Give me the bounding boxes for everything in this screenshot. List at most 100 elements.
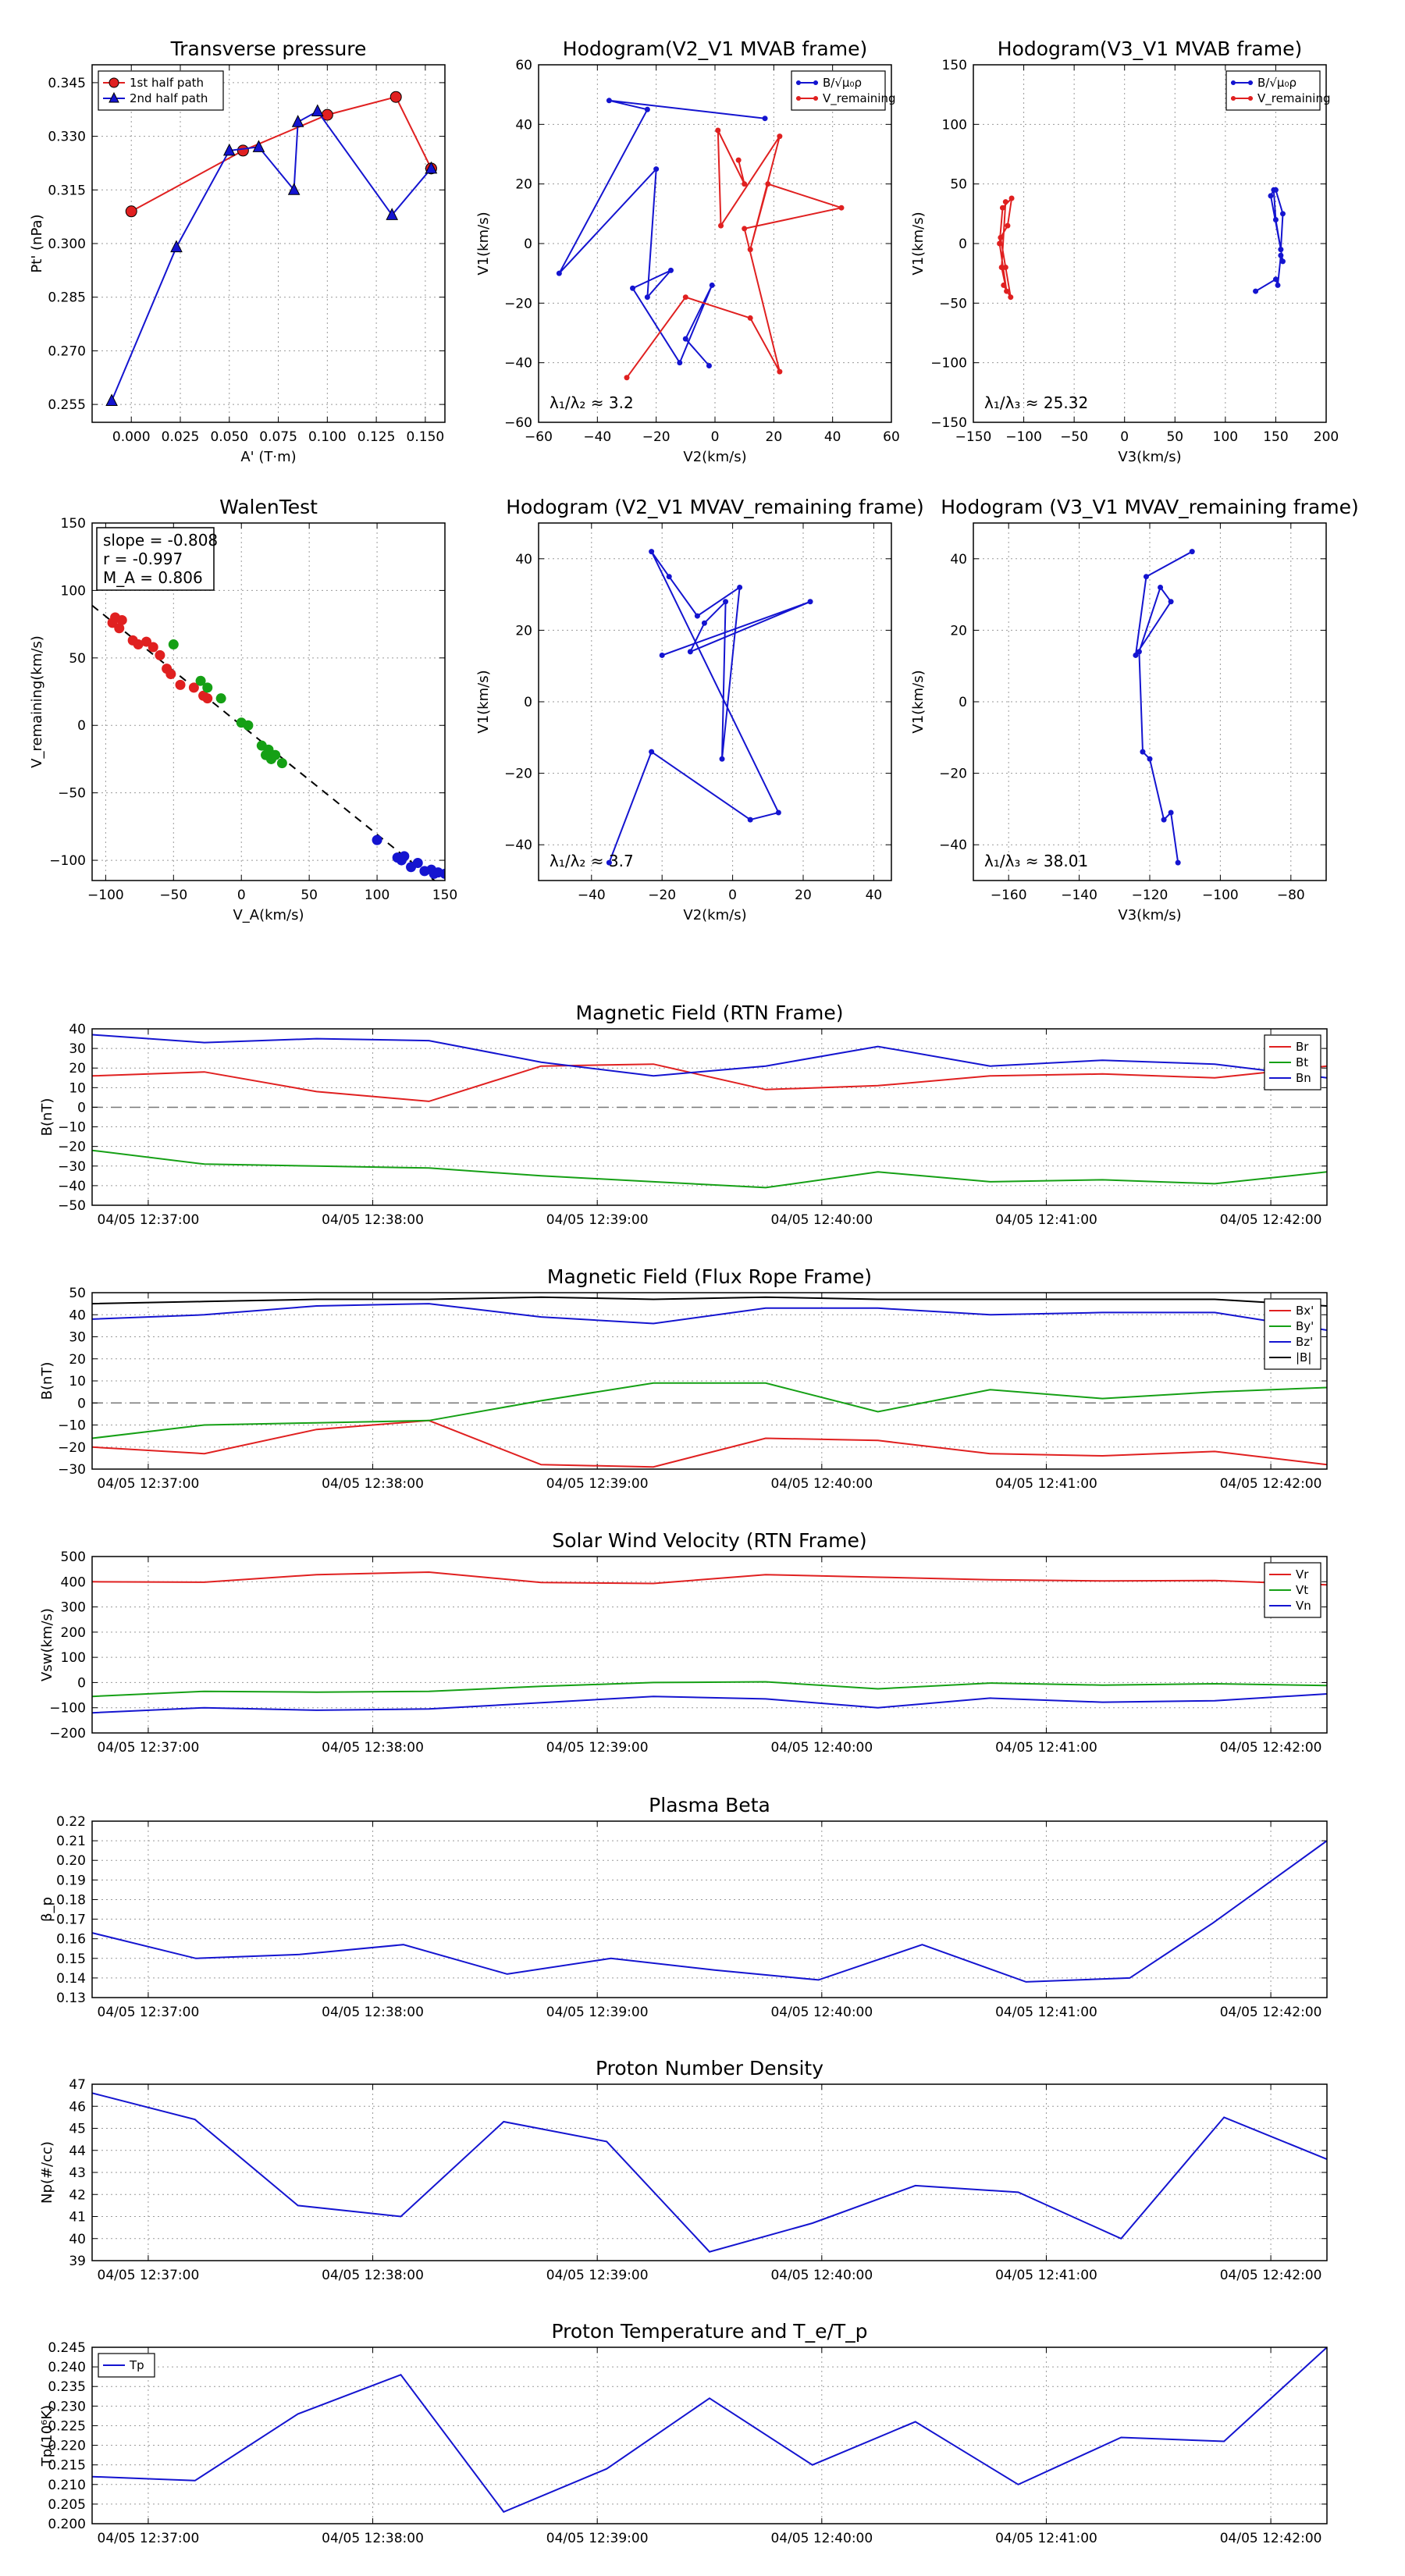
- y-tick-label: 0.230: [48, 2399, 86, 2414]
- data-point: [175, 679, 186, 690]
- y-tick-label: 0.315: [48, 183, 86, 198]
- plot-frame: [538, 64, 892, 423]
- legend: Tp: [98, 2353, 155, 2378]
- y-tick-label: −50: [939, 296, 967, 311]
- data-point: [737, 584, 743, 590]
- y-tick-label: 500: [61, 1550, 86, 1565]
- chart-title: Hodogram(V2_V1 MVAB frame): [563, 37, 867, 60]
- data-point: [1168, 809, 1174, 816]
- series-1st-half-path-line: [130, 96, 432, 212]
- series-2nd-half-path-line: [111, 110, 432, 401]
- y-tick-label: −40: [939, 838, 967, 853]
- y-tick-label: 0.300: [48, 237, 86, 252]
- data-point: [188, 682, 199, 693]
- x-tick-label: −40: [583, 429, 611, 445]
- x-tick-label: −20: [642, 429, 670, 445]
- x-tick-label: −40: [578, 888, 606, 903]
- x-tick-label: 04/05 12:41:00: [995, 2531, 1097, 2546]
- x-axis-label: V2(km/s): [683, 907, 746, 923]
- data-point: [222, 143, 236, 156]
- y-tick-label: 0.205: [48, 2497, 86, 2513]
- data-point: [105, 393, 118, 407]
- y-tick-label: 0.345: [48, 76, 86, 91]
- y-tick-label: −50: [58, 786, 86, 802]
- ratio-annotation: λ₁/λ₃ ≈ 25.32: [984, 393, 1088, 412]
- x-tick-label: −50: [159, 888, 187, 903]
- x-tick-label: 04/05 12:42:00: [1220, 1740, 1322, 1756]
- plot-area: [92, 1840, 1327, 1983]
- x-tick-label: 04/05 12:42:00: [1220, 1476, 1322, 1492]
- data-point: [606, 859, 612, 866]
- y-tick-label: −50: [58, 1198, 86, 1214]
- plot-area: [92, 1571, 1327, 1714]
- data-point: [668, 267, 674, 273]
- x-tick-label: 04/05 12:38:00: [322, 2531, 424, 2546]
- chart-title: Plasma Beta: [649, 1794, 770, 1816]
- data-point: [202, 682, 213, 693]
- data-point: [742, 226, 748, 232]
- data-point: [412, 858, 423, 869]
- x-tick-label: 04/05 12:37:00: [98, 2531, 200, 2546]
- data-point: [1161, 817, 1167, 823]
- x-tick-label: −100: [1202, 888, 1239, 903]
- legend-label: Bx': [1296, 1304, 1314, 1318]
- x-tick-label: 04/05 12:39:00: [546, 1740, 649, 1756]
- legend-label: Vn: [1296, 1599, 1311, 1613]
- y-axis-label: Vsw(km/s): [39, 1608, 55, 1681]
- series-b--line: [1255, 187, 1284, 292]
- y-tick-label: 100: [61, 583, 86, 599]
- data-point: [1189, 549, 1195, 555]
- series-tp-line: [92, 2347, 1327, 2514]
- x-tick-label: 04/05 12:39:00: [546, 2531, 649, 2546]
- plot-area: [92, 1296, 1327, 1468]
- y-tick-label: −20: [939, 767, 967, 782]
- x-tick-label: 20: [766, 429, 783, 445]
- y-axis-label: Np(#/cc): [39, 2141, 55, 2204]
- y-tick-label: 40: [69, 2232, 86, 2247]
- y-tick-label: 45: [69, 2122, 86, 2137]
- y-tick-label: 0.21: [56, 1834, 86, 1849]
- data-point: [1002, 199, 1008, 205]
- x-tick-label: 0.025: [162, 429, 200, 445]
- x-tick-label: 04/05 12:38:00: [322, 1212, 424, 1228]
- chart-hr21: −40 −20 0 20 40 −40 −20 0 20 40 Hodogram (V2_V1 MV…: [475, 496, 924, 923]
- data-point: [998, 234, 1004, 240]
- data-point: [215, 693, 226, 704]
- ratio-annotation: λ₁/λ₂ ≈ 3.7: [550, 852, 634, 870]
- grid: [92, 1820, 1327, 1998]
- series-np-line: [92, 2092, 1327, 2253]
- data-point: [747, 315, 753, 321]
- x-tick-label: −80: [1277, 888, 1305, 903]
- x-tick-label: 04/05 12:42:00: [1220, 1212, 1322, 1228]
- y-tick-label: 20: [515, 623, 532, 639]
- y-axis-label: Tp(10⁶K): [39, 2405, 55, 2467]
- data-point: [202, 693, 213, 704]
- data-point: [1279, 258, 1286, 265]
- data-point: [372, 834, 382, 845]
- x-tick-label: 0: [1120, 429, 1129, 445]
- data-point: [1272, 216, 1279, 222]
- y-tick-label: −40: [504, 356, 532, 372]
- plot-frame: [538, 522, 892, 881]
- y-tick-label: −200: [49, 1726, 86, 1742]
- plot-frame: [91, 1820, 1328, 1998]
- x-tick-label: 0.050: [210, 429, 248, 445]
- data-point: [1143, 574, 1149, 580]
- data-point: [439, 868, 445, 879]
- grid: [973, 523, 1326, 881]
- y-tick-label: −100: [930, 356, 967, 372]
- legend-label: Bt: [1296, 1055, 1308, 1069]
- x-tick-label: 04/05 12:39:00: [546, 2005, 649, 2020]
- y-tick-label: 0.20: [56, 1853, 86, 1869]
- x-tick-label: 04/05 12:37:00: [98, 1740, 200, 1756]
- plot-area: [92, 604, 445, 881]
- data-point: [1158, 584, 1164, 590]
- legend-marker: [108, 91, 119, 103]
- chart-walen: −100 −50 0 50 100 150 −100 −50 0 50 100 150 WalenTes…: [29, 496, 457, 923]
- y-tick-label: 0: [77, 1100, 86, 1115]
- data-point: [807, 599, 813, 605]
- series-b--line: [558, 99, 766, 367]
- legend-label: Bz': [1296, 1335, 1313, 1349]
